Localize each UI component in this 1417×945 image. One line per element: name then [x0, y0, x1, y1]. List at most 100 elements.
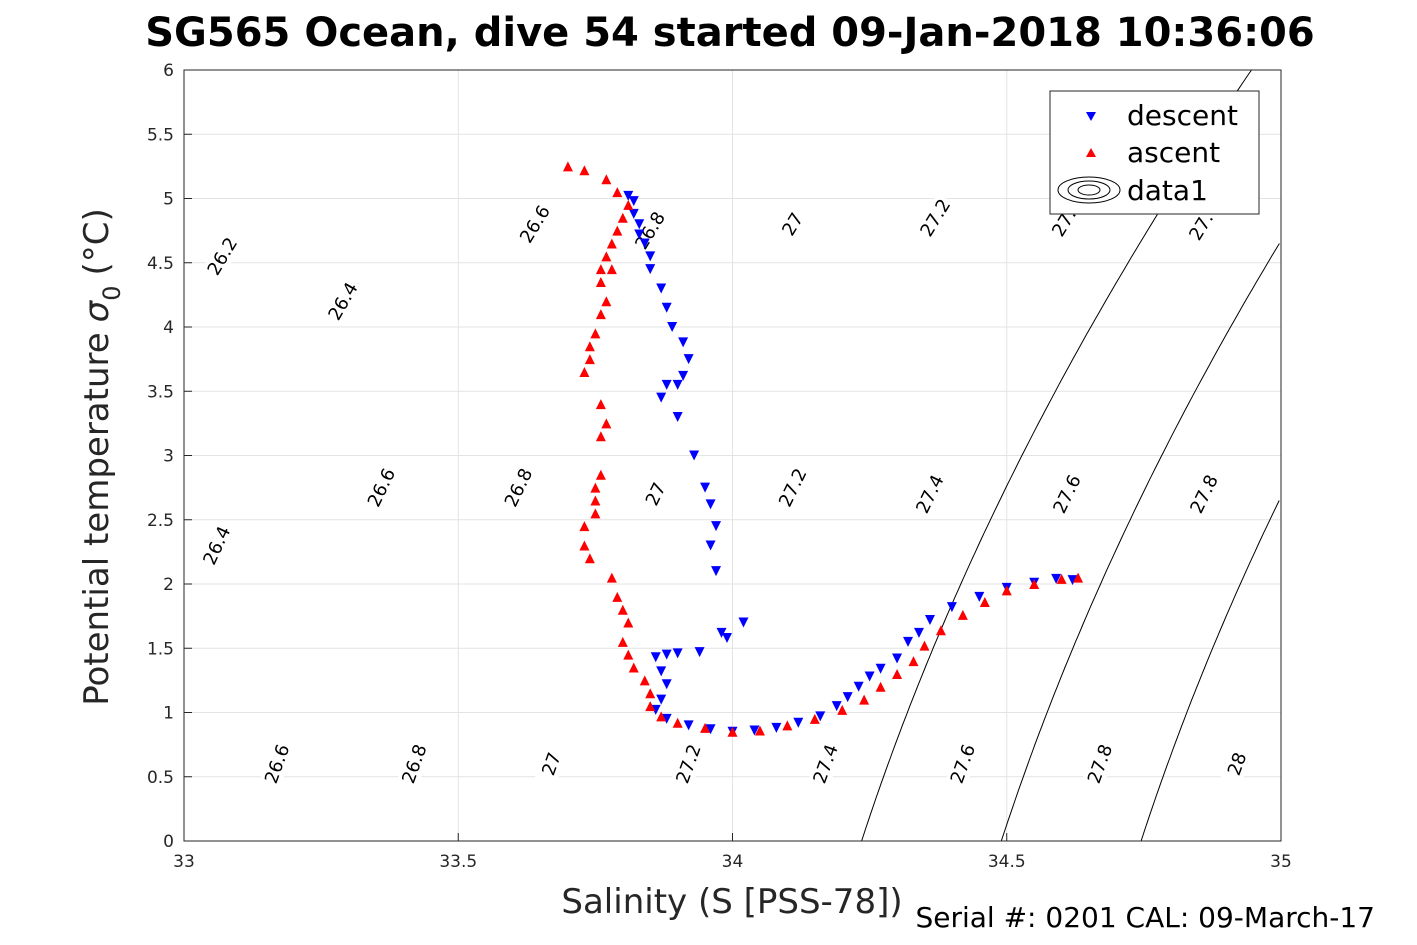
contour-label-bg	[1047, 469, 1087, 519]
descent-point	[716, 627, 727, 638]
descent-point	[842, 692, 853, 703]
ascent-point	[837, 704, 848, 715]
contour-label-bg	[773, 463, 813, 513]
y-tick-label: 2.5	[147, 511, 174, 531]
contour-label-bg	[201, 231, 244, 281]
descent-point	[667, 322, 678, 332]
descent-point	[661, 302, 672, 313]
ascent-point	[617, 636, 628, 647]
ascent-point	[875, 681, 886, 692]
contour-label: 26.8	[396, 739, 433, 789]
ascent-point	[606, 238, 617, 249]
y-tick-label: 0	[163, 832, 174, 852]
ascent-point	[590, 495, 601, 506]
descent-point	[875, 663, 886, 674]
x-tick-label: 33.5	[439, 852, 477, 872]
ascent-point	[601, 251, 612, 262]
x-tick-label: 34.5	[988, 852, 1026, 872]
ascent-point	[782, 720, 793, 731]
y-axis-label: Potential temperature σ0 (°C)	[77, 208, 126, 706]
ascent-point	[601, 418, 612, 429]
ascent-point	[584, 553, 595, 564]
descent-point	[974, 591, 985, 602]
descent-point	[656, 666, 667, 677]
contour-label-bg	[361, 463, 402, 513]
contour-label-bg	[499, 463, 539, 513]
descent-point	[903, 636, 914, 647]
legend-ascent-label: ascent	[1127, 136, 1220, 169]
descent-point	[853, 681, 864, 692]
descent-point	[705, 724, 716, 735]
data-points	[562, 161, 1084, 737]
descent-point	[722, 632, 733, 643]
ascent-point	[606, 264, 617, 275]
ascent-point	[754, 725, 765, 736]
y-tick-label: 2	[163, 575, 174, 595]
y-tick-label: 5.5	[147, 125, 174, 145]
ascent-point	[935, 625, 946, 636]
contour-label-bg	[514, 199, 556, 249]
ascent-point	[892, 668, 903, 679]
descent-point	[864, 671, 875, 682]
ascent-point	[612, 225, 623, 236]
descent-point	[946, 602, 957, 613]
contour-label-bg	[1082, 739, 1118, 789]
contour-label-bg	[259, 739, 296, 789]
contour-label-bg	[533, 739, 570, 789]
ascent-point	[595, 399, 606, 410]
descent-point	[700, 482, 711, 493]
x-axis-label: Salinity (S [PSS-78])	[561, 882, 902, 922]
descent-point	[815, 711, 826, 722]
contour-label-bg	[945, 739, 981, 789]
ascent-point	[908, 656, 919, 667]
y-tick-label: 5	[163, 190, 174, 210]
contour-label-bg	[1219, 739, 1255, 789]
descent-point	[831, 701, 842, 712]
descent-point	[705, 499, 716, 510]
descent-point	[661, 713, 672, 724]
y-tick-label: 6	[163, 61, 174, 81]
ascent-point	[595, 431, 606, 442]
y-tick-labels: 0 0.5 1 1.5 2 2.5 3 3.5 4 4.5 5 5.5 6	[147, 61, 174, 852]
ascent-point	[672, 717, 683, 728]
ascent-point	[957, 609, 968, 620]
legend-data1-label: data1	[1127, 174, 1208, 207]
ascent-point	[590, 482, 601, 493]
x-tick-label: 33	[173, 852, 195, 872]
x-tick-label: 34	[722, 852, 744, 872]
ascent-point	[979, 596, 990, 607]
y-tick-label: 1.5	[147, 639, 174, 659]
descent-point	[628, 196, 639, 207]
y-tick-label: 4	[163, 318, 174, 338]
y-tick-label: 1	[163, 704, 174, 724]
contour-label-bg	[396, 739, 433, 789]
ascent-point	[595, 469, 606, 480]
ascent-point	[601, 174, 612, 185]
ascent-point	[595, 309, 606, 320]
contour-label-bg	[629, 206, 672, 256]
x-tick-labels: 33 33.5 34 34.5 35	[173, 852, 1292, 872]
ascent-point	[809, 713, 820, 724]
contour-label-bg	[910, 469, 950, 519]
ascent-point	[612, 591, 623, 602]
ascent-point	[1073, 572, 1084, 583]
x-tick-label: 35	[1270, 852, 1292, 872]
ascent-point	[595, 264, 606, 275]
legend-descent-label: descent	[1127, 99, 1238, 132]
descent-point	[749, 725, 760, 736]
ascent-point	[590, 328, 601, 339]
ascent-point	[562, 161, 573, 172]
y-axis-label-unit: (°C)	[77, 208, 117, 275]
descent-point	[683, 354, 694, 365]
descent-point	[711, 521, 722, 532]
y-tick-label: 3	[163, 447, 174, 467]
ascent-point	[584, 354, 595, 365]
ascent-point	[606, 572, 617, 583]
y-axis-label-symbol: σ	[77, 299, 117, 322]
descent-point	[645, 264, 656, 275]
descent-point	[913, 627, 924, 638]
ascent-point	[584, 341, 595, 352]
descent-point	[628, 208, 639, 219]
ascent-point	[623, 199, 634, 210]
